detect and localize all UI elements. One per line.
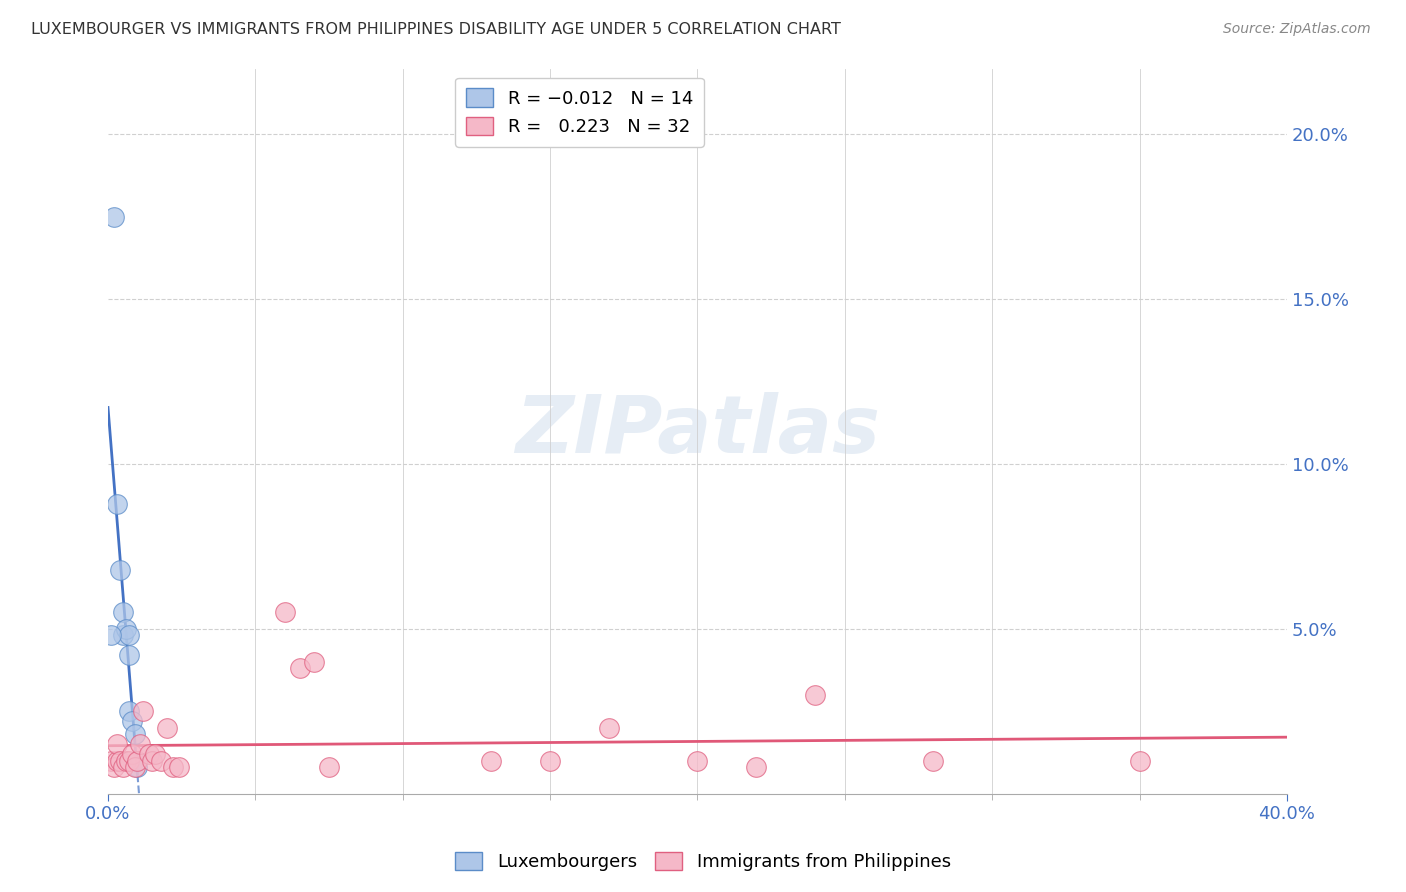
Point: [127, 754, 149, 768]
Point: [150, 754, 173, 768]
Point: [318, 760, 340, 774]
Point: [121, 747, 143, 761]
Point: [804, 688, 827, 702]
Text: ZIPatlas: ZIPatlas: [515, 392, 880, 470]
Point: [108, 754, 131, 768]
Point: [111, 760, 134, 774]
Point: [1129, 754, 1152, 768]
Point: [143, 747, 166, 761]
Point: [105, 754, 128, 768]
Point: [117, 628, 139, 642]
Point: [167, 760, 190, 774]
Point: [114, 754, 136, 768]
Point: [141, 754, 163, 768]
Point: [124, 760, 146, 774]
Point: [117, 704, 139, 718]
Point: [117, 648, 139, 663]
Point: [117, 754, 139, 768]
Legend: R = −0.012   N = 14, R =   0.223   N = 32: R = −0.012 N = 14, R = 0.223 N = 32: [456, 78, 704, 147]
Point: [156, 721, 179, 735]
Text: Source: ZipAtlas.com: Source: ZipAtlas.com: [1223, 22, 1371, 37]
Point: [274, 606, 297, 620]
Point: [127, 760, 149, 774]
Point: [121, 714, 143, 728]
Text: LUXEMBOURGER VS IMMIGRANTS FROM PHILIPPINES DISABILITY AGE UNDER 5 CORRELATION C: LUXEMBOURGER VS IMMIGRANTS FROM PHILIPPI…: [31, 22, 841, 37]
Point: [100, 754, 122, 768]
Point: [132, 704, 155, 718]
Point: [129, 737, 152, 751]
Point: [479, 754, 502, 768]
Point: [686, 754, 709, 768]
Point: [108, 562, 131, 576]
Point: [598, 721, 620, 735]
Point: [114, 622, 136, 636]
Point: [288, 661, 311, 675]
Point: [103, 210, 125, 224]
Point: [105, 737, 128, 751]
Point: [124, 727, 146, 741]
Point: [111, 606, 134, 620]
Point: [100, 628, 122, 642]
Point: [538, 754, 561, 768]
Point: [138, 747, 160, 761]
Point: [103, 760, 125, 774]
Point: [105, 497, 128, 511]
Point: [304, 655, 326, 669]
Point: [111, 628, 134, 642]
Point: [127, 754, 149, 768]
Point: [745, 760, 768, 774]
Point: [922, 754, 945, 768]
Legend: Luxembourgers, Immigrants from Philippines: Luxembourgers, Immigrants from Philippin…: [449, 845, 957, 879]
Point: [162, 760, 184, 774]
